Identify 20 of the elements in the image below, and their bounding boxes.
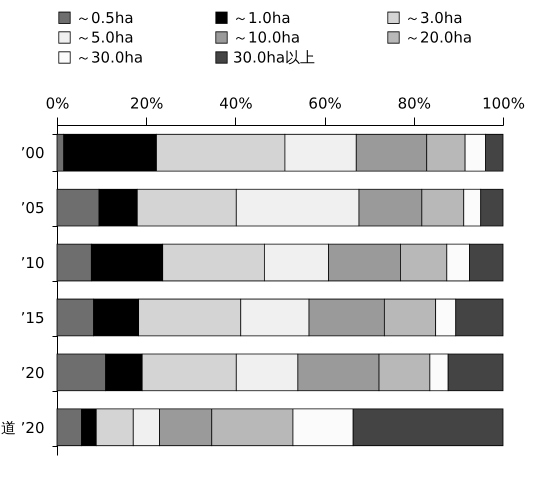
y-tick-label: ’05 xyxy=(20,199,44,218)
legend-label: ～1.0ha xyxy=(233,8,291,27)
y-tick-label: ’15 xyxy=(20,308,44,327)
x-tick-label: 60% xyxy=(308,94,342,112)
y-tick-label: ’00 xyxy=(20,144,44,162)
y-tick-label: 道 ’20 xyxy=(0,418,44,437)
legend-label: ～5.0ha xyxy=(76,28,134,46)
legend-label: ～30.0ha xyxy=(76,48,144,66)
legend-label: ～0.5ha xyxy=(76,8,134,27)
y-tick-label: ’20 xyxy=(20,364,44,382)
legend-label: ～3.0ha xyxy=(405,8,463,27)
x-tick-label: 20% xyxy=(130,94,164,112)
legend-label: 30.0ha以上 xyxy=(233,48,316,66)
x-tick-label: 100% xyxy=(482,94,525,112)
legend-label: ～10.0ha xyxy=(233,28,300,46)
x-tick-label: 40% xyxy=(219,94,253,112)
legend-label: ～20.0ha xyxy=(405,28,472,46)
y-tick-label: ’10 xyxy=(20,254,44,272)
x-tick-label: 0% xyxy=(46,94,70,112)
x-tick-label: 80% xyxy=(398,94,431,112)
